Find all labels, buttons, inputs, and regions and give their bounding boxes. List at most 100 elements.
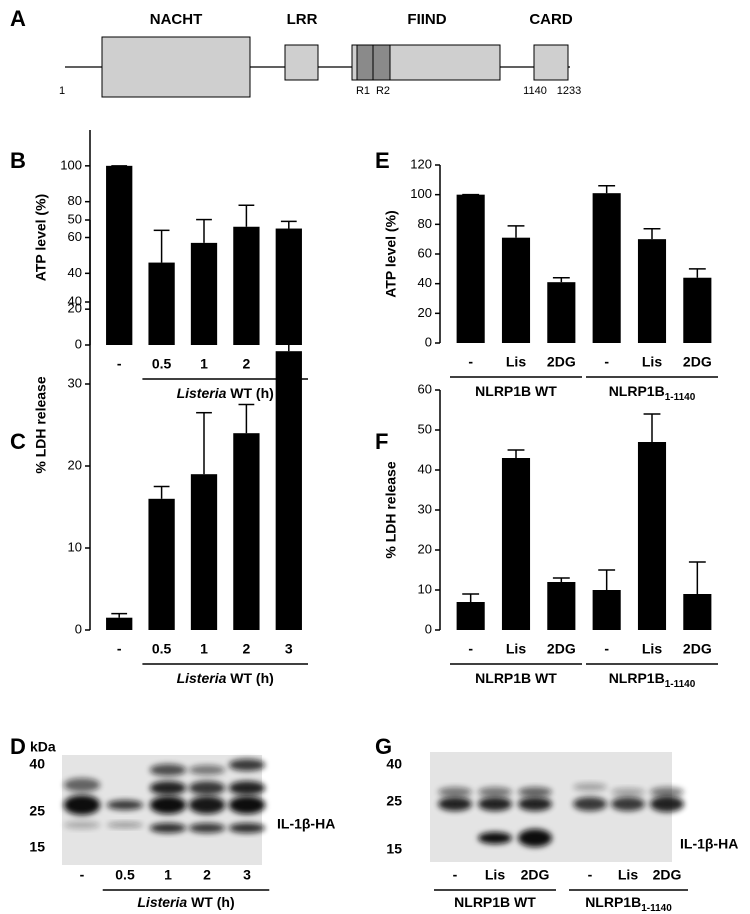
band-label: IL-1β-HA [680, 836, 738, 852]
panel-letter: E [375, 148, 390, 173]
y-tick-label: 20 [68, 457, 82, 472]
blot-band [63, 821, 101, 829]
bar [233, 226, 260, 345]
group-label-sub: 1-1140 [665, 392, 696, 403]
y-tick-label: 40 [418, 461, 432, 476]
blot-band [478, 787, 512, 797]
blot-band [228, 781, 266, 795]
bar [592, 193, 621, 343]
blot-band [63, 795, 101, 815]
blot-band [611, 788, 645, 796]
panel-letter: F [375, 429, 388, 454]
blot-band [438, 787, 472, 797]
domain-label: LRR [287, 11, 318, 28]
blot-band [228, 796, 266, 814]
x-tick-label: - [468, 641, 473, 657]
y-tick-label: 80 [418, 216, 432, 231]
blot-band [106, 822, 144, 828]
y-tick-label: 50 [418, 421, 432, 436]
panel-letter: G [375, 734, 392, 759]
x-tick-label: 0.5 [152, 356, 172, 372]
domain-box [533, 44, 569, 81]
y-tick-label: 80 [68, 193, 82, 208]
bar [501, 237, 531, 343]
bar [148, 262, 175, 345]
blot-band [149, 764, 187, 776]
group-label-text: NLRP1B [585, 894, 641, 910]
lane-label: - [80, 867, 85, 883]
marker-label: 25 [386, 793, 402, 809]
blot-band [650, 796, 684, 812]
blot-band [573, 783, 607, 791]
x-tick-label: 2DG [683, 354, 712, 370]
domain-label: FIIND [407, 11, 446, 28]
blot-band [478, 797, 512, 811]
x-tick-label: Lis [506, 354, 526, 370]
blot-band [188, 823, 226, 833]
bar [106, 165, 133, 345]
blot-band [106, 800, 144, 810]
group-label-italic: Listeria [177, 385, 227, 401]
domain-diagram: A NACHT LRR FIIND CARD R1 R2 1 1140 1233 [10, 6, 581, 98]
lane-label: 3 [243, 867, 251, 883]
group-label: NLRP1B WT [475, 383, 557, 399]
blot-band [478, 832, 512, 844]
bar [190, 242, 218, 345]
x-tick-label: 1 [200, 641, 208, 657]
x-tick-label: - [604, 354, 609, 370]
blot-band [149, 796, 187, 814]
blot-band [573, 797, 607, 811]
x-tick-label: 1 [200, 356, 208, 372]
panel-letter: D [10, 734, 26, 759]
repeat-box [356, 44, 374, 81]
domain-box [101, 36, 251, 98]
group-label-sub: 1-1140 [641, 903, 672, 914]
x-tick-label: 0.5 [152, 641, 172, 657]
x-tick-label: Lis [642, 641, 662, 657]
x-tick-label: - [117, 641, 122, 657]
y-tick-label: 30 [68, 375, 82, 390]
blot-band [228, 759, 266, 771]
repeat-box [372, 44, 391, 81]
y-tick-label: 60 [68, 229, 82, 244]
group-label: Listeria WT (h) [177, 670, 274, 686]
y-tick-label: 120 [410, 156, 432, 171]
y-tick-label: 20 [418, 541, 432, 556]
x-tick-label: - [468, 354, 473, 370]
marker-label: 40 [386, 756, 402, 772]
bar [190, 474, 218, 630]
x-tick-label: 2DG [547, 641, 576, 657]
blot-band [188, 796, 226, 814]
group-label: NLRP1B WT [454, 894, 536, 910]
bar [233, 433, 260, 630]
unit-label: kDa [30, 739, 56, 755]
y-tick-label: 30 [418, 501, 432, 516]
bar [456, 602, 485, 630]
lane-label: 2 [203, 867, 211, 883]
group-label-text: WT (h) [230, 385, 274, 401]
group-label: NLRP1B1-1140 [609, 670, 696, 690]
y-tick-label: 100 [60, 157, 82, 172]
group-label: NLRP1B1-1140 [585, 894, 672, 914]
bar [637, 239, 667, 343]
domain-label: CARD [529, 11, 572, 28]
group-label-text: NLRP1B WT [475, 670, 557, 686]
blot-band [611, 797, 645, 811]
domain-label: NACHT [150, 11, 203, 28]
x-tick-label: 2DG [547, 354, 576, 370]
marker-label: 25 [29, 803, 45, 819]
bar [637, 442, 667, 630]
y-axis-label: % LDH release [33, 376, 49, 473]
blot-band [149, 781, 187, 795]
y-tick-label: 60 [418, 245, 432, 260]
group-label: Listeria WT (h) [137, 894, 234, 910]
x-tick-label: 2DG [683, 641, 712, 657]
band-label: IL-1β-HA [277, 816, 335, 832]
x-tick-label: 2 [243, 356, 251, 372]
x-tick-label: - [117, 356, 122, 372]
y-tick-label: 20 [418, 305, 432, 320]
x-tick-label: Lis [642, 354, 662, 370]
lane-label: - [588, 867, 593, 883]
lane-label: 1 [164, 867, 172, 883]
blot-band [518, 829, 552, 847]
